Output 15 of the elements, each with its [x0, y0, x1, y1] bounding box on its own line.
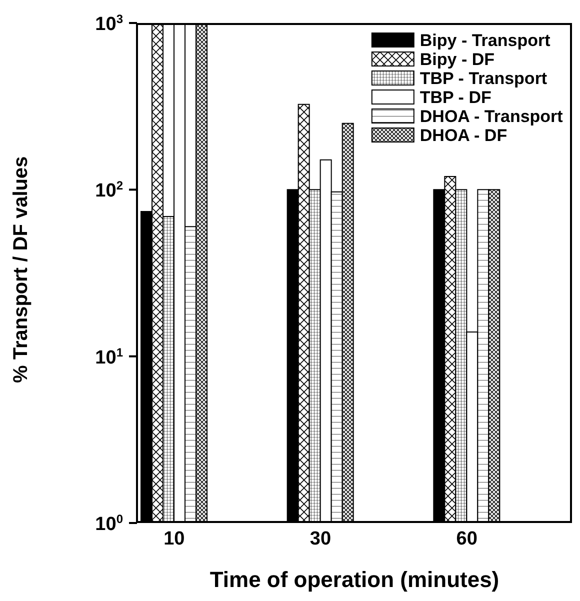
x-tick-label: 10: [164, 528, 185, 550]
legend-label: DHOA - Transport: [420, 107, 564, 126]
legend-label: DHOA - DF: [420, 126, 508, 145]
legend-label: TBP - DF: [420, 88, 492, 107]
legend-label: Bipy - Transport: [420, 31, 551, 50]
y-tick-label: 10$^{1}$: [95, 345, 124, 368]
x-tick-label: 30: [310, 528, 332, 550]
x-tick-label: 60: [456, 528, 478, 550]
legend-label: Bipy - DF: [420, 50, 495, 69]
legend-label: TBP - Transport: [420, 69, 548, 88]
y-axis-title: % Transport / DF values: [10, 156, 32, 383]
y-tick-label: 10$^{3}$: [95, 12, 124, 35]
x-axis-title: Time of operation (minutes): [210, 567, 500, 592]
y-tick-label: 10$^{0}$: [95, 512, 124, 535]
y-tick-label: 10$^{2}$: [95, 178, 124, 202]
